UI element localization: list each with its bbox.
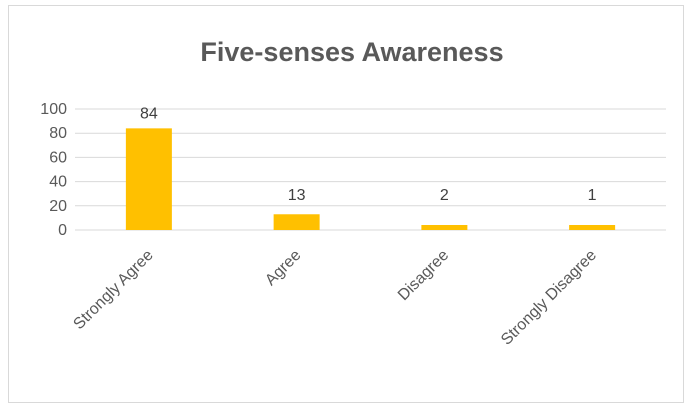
y-tick-label: 40	[49, 174, 67, 191]
y-axis-tick-labels: 0 20 40 60 80 100	[40, 101, 67, 239]
y-tick-label: 60	[49, 149, 67, 166]
bar-chart: Five-senses Awareness 0 20 40 60 80 100 84 13 2…	[40, 37, 666, 349]
bars	[125, 128, 616, 230]
category-label: Disagree	[395, 247, 452, 304]
data-label: 84	[140, 105, 158, 122]
y-tick-label: 20	[49, 198, 67, 215]
category-label: Agree	[262, 247, 304, 289]
data-label: 13	[288, 187, 306, 204]
chart-title: Five-senses Awareness	[200, 37, 503, 67]
gridlines	[75, 108, 666, 231]
bar	[125, 128, 172, 230]
category-label: Strongly Agree	[70, 247, 156, 333]
chart-area: Five-senses Awareness 0 20 40 60 80 100 84 13 2…	[8, 5, 684, 403]
y-tick-label: 80	[49, 125, 67, 142]
y-tick-label: 0	[58, 222, 67, 239]
data-label: 2	[440, 187, 449, 204]
category-labels: Strongly Agree Agree Disagree Strongly Disa…	[70, 247, 600, 349]
bar	[569, 225, 616, 230]
data-labels: 84 13 2 1	[140, 105, 597, 204]
bar	[273, 214, 320, 230]
y-tick-label: 100	[40, 101, 67, 118]
category-label: Strongly Disagree	[498, 247, 600, 349]
bar	[421, 225, 468, 230]
data-label: 1	[588, 187, 597, 204]
